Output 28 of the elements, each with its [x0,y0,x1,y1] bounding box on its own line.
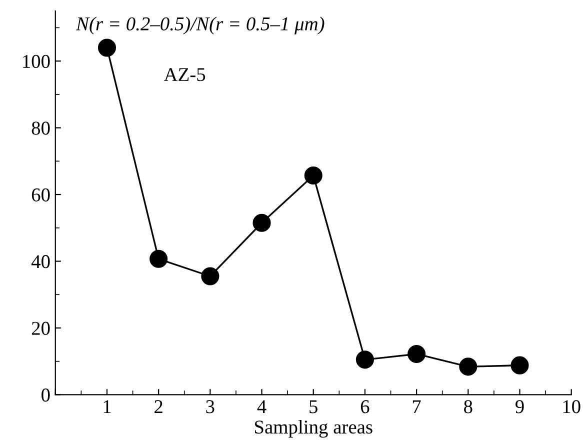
y-tick-label: 60 [32,188,50,202]
x-tick-label: 7 [412,400,421,414]
x-tick-label: 3 [206,400,214,414]
x-tick-label: 5 [310,400,318,414]
x-tick-label: 10 [563,400,580,414]
x-tick-label: 4 [257,400,266,414]
point [201,267,220,286]
annotation: AZ-5 [164,68,206,82]
point [150,250,168,268]
x-tick-label: 8 [464,400,472,414]
point [356,350,374,369]
point [510,356,529,374]
y-tick-label: 80 [32,122,50,135]
point [98,38,116,57]
x-tick-label: 6 [360,400,370,414]
chart-title: N(r = 0.2–0.5)/N(r = 0.5–1 μm) [76,16,324,34]
point [408,344,426,364]
point [252,214,271,232]
y-tick-label: 100 [23,54,50,68]
y-tick-label: 0 [42,388,50,402]
point [459,358,478,376]
y-tick-label: 20 [32,322,50,335]
point [304,166,322,185]
x-axis-title: Sampling areas [254,420,372,438]
x-tick-label: 1 [104,400,111,414]
x-tick-label: 9 [516,400,524,414]
y-tick-label: 40 [31,255,50,268]
x-tick-label: 2 [154,400,162,414]
